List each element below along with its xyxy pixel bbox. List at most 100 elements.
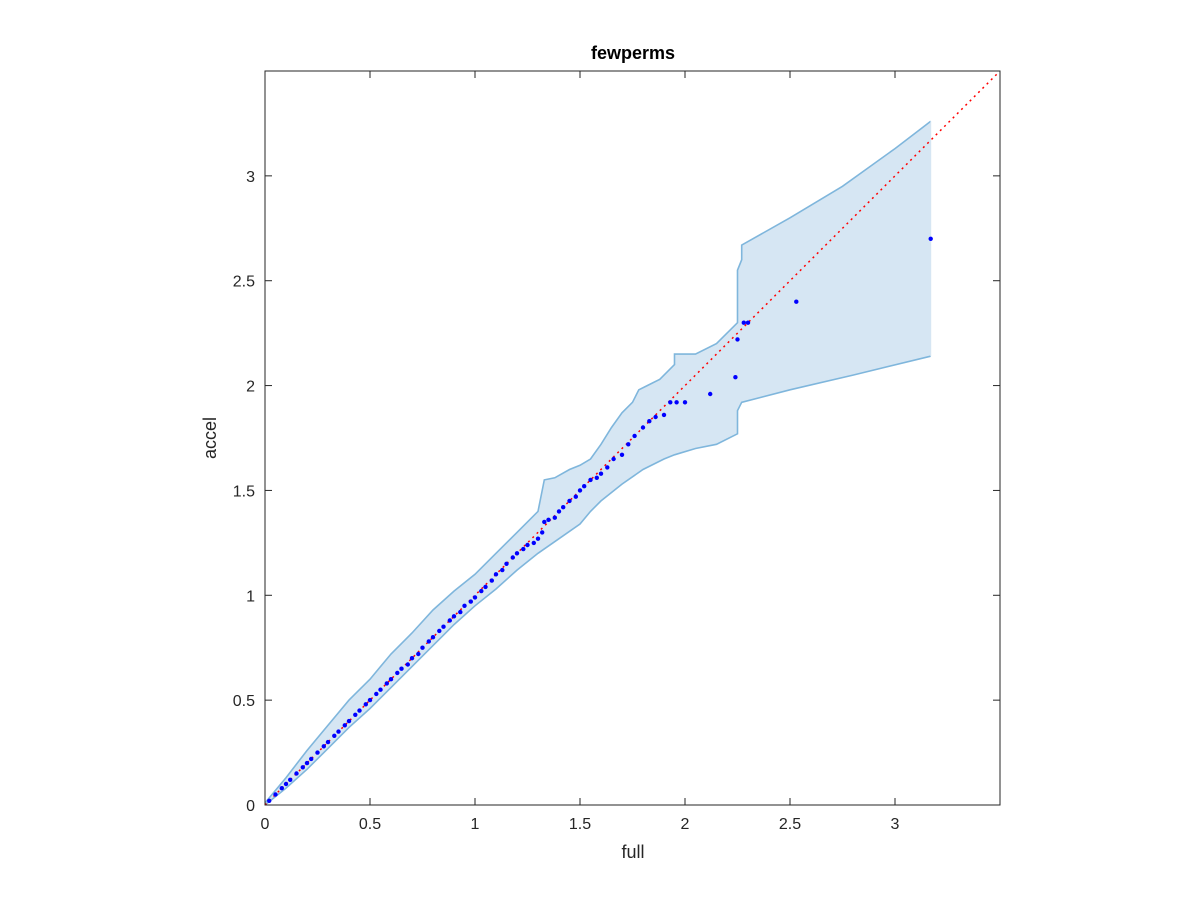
data-point bbox=[561, 505, 566, 510]
data-point bbox=[540, 530, 545, 535]
x-axis-label: full bbox=[621, 842, 644, 862]
x-tick-label: 0 bbox=[261, 816, 270, 833]
data-point bbox=[619, 452, 625, 457]
data-point bbox=[321, 744, 326, 749]
data-point bbox=[605, 465, 610, 470]
x-tick-label: 2 bbox=[681, 816, 690, 833]
data-point bbox=[405, 662, 410, 667]
data-point bbox=[315, 750, 320, 755]
data-point bbox=[483, 584, 488, 590]
data-point bbox=[668, 400, 673, 405]
data-point bbox=[336, 729, 341, 734]
data-point bbox=[458, 609, 463, 615]
data-point bbox=[504, 561, 509, 566]
data-point bbox=[582, 484, 587, 489]
data-point bbox=[674, 400, 679, 405]
data-point bbox=[267, 798, 272, 803]
data-point bbox=[273, 792, 278, 797]
data-point bbox=[745, 320, 751, 325]
data-point bbox=[363, 702, 368, 707]
data-point bbox=[794, 299, 799, 304]
data-point bbox=[332, 733, 337, 738]
axes-box bbox=[264, 70, 1001, 806]
y-tick-label: 0.5 bbox=[233, 693, 255, 710]
data-point bbox=[283, 781, 289, 787]
chart-title: fewperms bbox=[591, 43, 675, 63]
data-point bbox=[594, 475, 599, 480]
data-point bbox=[426, 639, 431, 644]
x-tick-label: 3 bbox=[891, 816, 900, 833]
data-point bbox=[552, 515, 557, 520]
data-point bbox=[294, 771, 299, 776]
data-point bbox=[682, 400, 688, 405]
data-point bbox=[300, 765, 305, 770]
data-point bbox=[279, 786, 284, 791]
band-lower-edge bbox=[264, 355, 931, 806]
data-point bbox=[451, 614, 457, 619]
data-point bbox=[514, 551, 520, 556]
data-point bbox=[325, 739, 331, 745]
data-point bbox=[399, 666, 404, 671]
y-axis-label: accel bbox=[200, 417, 220, 459]
data-point bbox=[420, 645, 425, 650]
data-point bbox=[479, 588, 484, 594]
data-point bbox=[653, 414, 658, 420]
x-tick-label: 1.5 bbox=[569, 816, 591, 833]
data-point bbox=[567, 498, 572, 504]
y-tick-label: 2 bbox=[246, 379, 255, 396]
y-tick-label: 1 bbox=[246, 588, 255, 605]
confidence-band bbox=[265, 121, 931, 806]
data-point bbox=[626, 442, 631, 447]
data-point bbox=[525, 542, 530, 548]
data-point bbox=[577, 488, 583, 493]
data-point bbox=[510, 555, 515, 560]
data-point bbox=[708, 391, 713, 397]
y-tick-label: 1.5 bbox=[233, 483, 255, 500]
y-tick-label: 0 bbox=[246, 798, 255, 815]
data-point bbox=[468, 599, 473, 604]
band-upper-edge bbox=[264, 120, 932, 804]
data-point bbox=[661, 412, 667, 418]
data-point bbox=[437, 628, 442, 634]
data-point bbox=[647, 419, 652, 424]
data-point bbox=[588, 477, 593, 483]
data-point bbox=[416, 651, 421, 657]
data-point bbox=[304, 760, 310, 766]
data-point bbox=[542, 519, 547, 525]
data-point bbox=[384, 681, 389, 686]
data-point bbox=[374, 691, 379, 697]
data-point bbox=[556, 509, 562, 514]
data-point bbox=[640, 425, 646, 430]
data-point bbox=[441, 624, 446, 629]
data-point bbox=[573, 494, 578, 499]
data-point bbox=[741, 320, 746, 325]
data-point bbox=[493, 572, 499, 577]
data-point bbox=[288, 777, 293, 782]
data-point bbox=[388, 677, 394, 682]
data-point bbox=[611, 456, 616, 462]
data-point bbox=[462, 603, 467, 608]
axes: 0 0.5 1 1.5 2 2.5 3 0 0.5 1 1.5 2 2.5 3 bbox=[233, 70, 1001, 833]
y-tick-label: 3 bbox=[246, 169, 255, 186]
x-tick-label: 1 bbox=[471, 816, 480, 833]
data-point bbox=[546, 517, 551, 522]
data-point bbox=[367, 697, 373, 703]
data-point bbox=[395, 670, 400, 676]
data-point bbox=[353, 712, 358, 717]
data-point bbox=[357, 708, 362, 713]
data-point bbox=[531, 540, 536, 546]
data-point bbox=[342, 723, 347, 728]
data-point bbox=[378, 687, 383, 692]
data-point bbox=[735, 337, 740, 342]
data-point bbox=[632, 433, 637, 439]
data-point bbox=[346, 718, 352, 724]
data-point bbox=[472, 595, 478, 600]
data-point bbox=[309, 756, 314, 762]
data-point bbox=[500, 567, 505, 573]
data-point bbox=[430, 635, 436, 640]
data-point bbox=[928, 236, 933, 241]
x-tick-label: 2.5 bbox=[779, 816, 801, 833]
data-point bbox=[535, 536, 541, 541]
data-point bbox=[489, 578, 494, 583]
